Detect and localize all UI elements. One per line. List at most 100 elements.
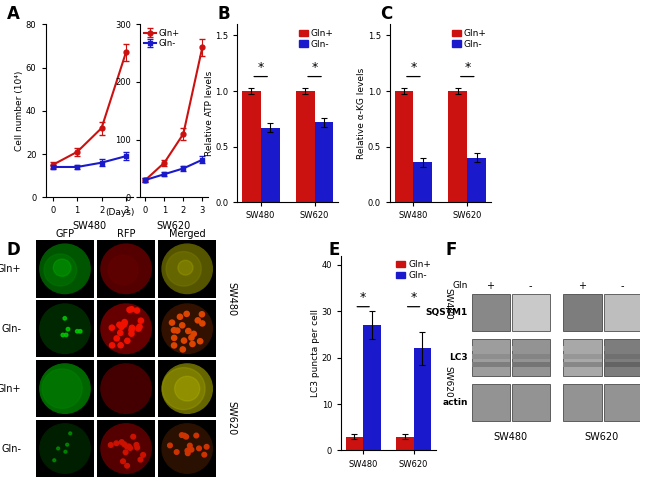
Circle shape xyxy=(135,445,140,450)
Circle shape xyxy=(40,304,90,354)
Y-axis label: Gln+: Gln+ xyxy=(0,384,21,393)
Circle shape xyxy=(101,244,151,294)
Bar xyxy=(512,294,551,331)
Circle shape xyxy=(179,433,184,437)
Circle shape xyxy=(121,459,125,464)
Circle shape xyxy=(177,314,183,319)
Circle shape xyxy=(190,341,195,347)
Title: RFP: RFP xyxy=(117,229,135,239)
Bar xyxy=(604,362,642,367)
Legend: Gln+, Gln-: Gln+, Gln- xyxy=(295,25,337,52)
Circle shape xyxy=(162,364,213,413)
Bar xyxy=(564,346,602,351)
Circle shape xyxy=(162,244,213,294)
Bar xyxy=(242,91,261,202)
Circle shape xyxy=(44,254,77,286)
Circle shape xyxy=(129,307,135,312)
Bar xyxy=(315,122,333,202)
Text: F: F xyxy=(445,241,457,259)
Bar xyxy=(604,384,642,421)
Circle shape xyxy=(126,444,131,449)
Circle shape xyxy=(108,255,138,285)
Text: LC3: LC3 xyxy=(449,353,468,362)
Circle shape xyxy=(136,326,141,331)
Circle shape xyxy=(118,330,123,336)
Circle shape xyxy=(185,449,190,453)
Text: SW620: SW620 xyxy=(226,401,236,436)
Y-axis label: Gln-: Gln- xyxy=(1,324,21,334)
Circle shape xyxy=(40,244,90,294)
X-axis label: SW620: SW620 xyxy=(157,221,191,231)
Bar xyxy=(472,346,510,351)
Text: SW480: SW480 xyxy=(226,281,236,316)
Circle shape xyxy=(168,443,172,448)
Circle shape xyxy=(180,347,185,352)
Text: *: * xyxy=(311,61,318,74)
Text: SW620: SW620 xyxy=(585,432,619,442)
Bar xyxy=(413,348,431,450)
Legend: Gln+, Gln-: Gln+, Gln- xyxy=(393,257,435,283)
Circle shape xyxy=(166,251,202,286)
Circle shape xyxy=(42,369,82,409)
Circle shape xyxy=(129,327,134,333)
Circle shape xyxy=(172,336,177,340)
Circle shape xyxy=(178,260,193,275)
Bar xyxy=(512,362,551,367)
Circle shape xyxy=(162,368,205,410)
Circle shape xyxy=(172,328,177,333)
Bar xyxy=(448,91,467,202)
Circle shape xyxy=(120,440,124,445)
Circle shape xyxy=(181,338,187,343)
Y-axis label: LC3 puncta per cell: LC3 puncta per cell xyxy=(311,309,320,397)
Circle shape xyxy=(125,464,129,468)
Text: +: + xyxy=(486,281,494,291)
Circle shape xyxy=(172,343,177,348)
Circle shape xyxy=(198,338,203,344)
Circle shape xyxy=(195,318,200,323)
Circle shape xyxy=(189,448,194,452)
X-axis label: SW480: SW480 xyxy=(72,221,107,231)
Circle shape xyxy=(53,259,71,276)
Bar xyxy=(564,384,602,421)
Bar xyxy=(396,436,413,450)
Bar xyxy=(512,339,551,376)
Y-axis label: Gln-: Gln- xyxy=(1,444,21,453)
Bar xyxy=(604,354,642,358)
Circle shape xyxy=(194,433,199,438)
Circle shape xyxy=(122,321,127,326)
Circle shape xyxy=(162,424,213,473)
Title: GFP: GFP xyxy=(55,229,75,239)
Y-axis label: Relative α-KG levels: Relative α-KG levels xyxy=(358,68,367,159)
Bar xyxy=(296,91,315,202)
Circle shape xyxy=(40,364,90,413)
Bar xyxy=(472,362,510,367)
Circle shape xyxy=(40,424,90,473)
Bar xyxy=(604,294,642,331)
Bar xyxy=(604,346,642,351)
Text: (Days): (Days) xyxy=(105,208,135,217)
Circle shape xyxy=(119,324,124,330)
Circle shape xyxy=(202,452,207,457)
Bar xyxy=(564,339,602,376)
Circle shape xyxy=(204,445,209,449)
Y-axis label: Gln+: Gln+ xyxy=(0,264,21,274)
Bar xyxy=(472,294,510,331)
Bar xyxy=(413,162,432,202)
Circle shape xyxy=(200,312,205,317)
Circle shape xyxy=(114,336,120,341)
Text: SW620: SW620 xyxy=(443,366,452,398)
Circle shape xyxy=(184,311,189,317)
Y-axis label: Relative ATP levels: Relative ATP levels xyxy=(205,71,214,156)
Circle shape xyxy=(63,317,66,320)
Text: Gln: Gln xyxy=(452,281,468,290)
Legend: Gln+, Gln-: Gln+, Gln- xyxy=(448,25,490,52)
Circle shape xyxy=(79,330,82,333)
Bar xyxy=(261,128,280,202)
Bar xyxy=(512,384,551,421)
Bar xyxy=(472,384,510,421)
Circle shape xyxy=(182,433,187,438)
Circle shape xyxy=(64,450,67,453)
Bar xyxy=(395,91,413,202)
Text: *: * xyxy=(410,61,417,74)
Circle shape xyxy=(134,443,139,447)
